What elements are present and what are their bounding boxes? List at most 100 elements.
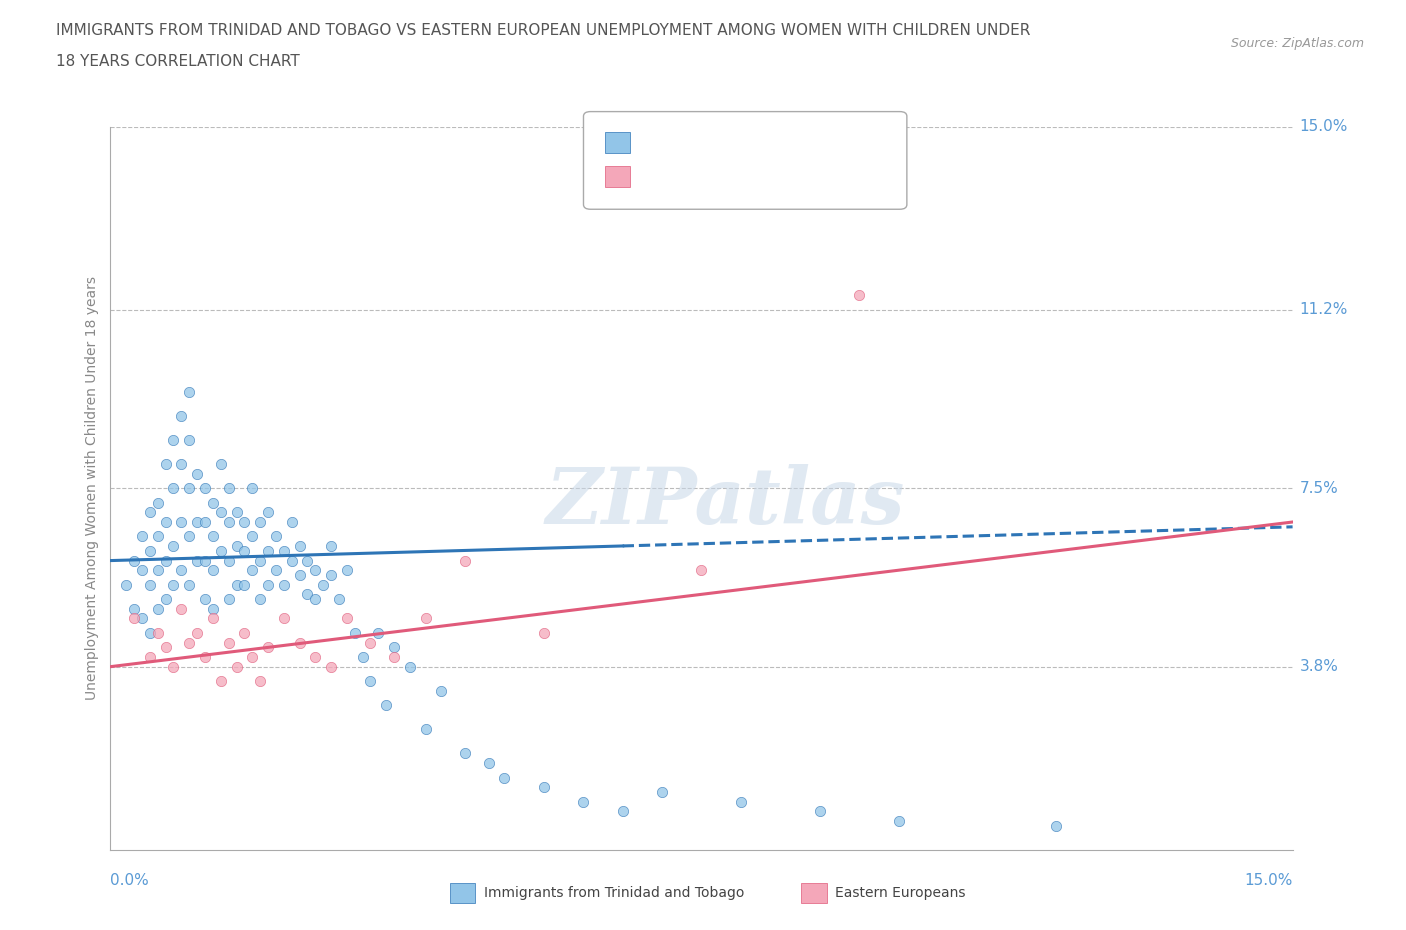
Point: [194, 649, 217, 664]
Point: [808, 804, 831, 818]
Point: [170, 457, 193, 472]
Text: Eastern Europeans: Eastern Europeans: [835, 885, 966, 900]
Point: [454, 746, 477, 761]
Point: [146, 626, 169, 641]
Point: [572, 794, 595, 809]
Point: [218, 635, 240, 650]
Point: [533, 626, 555, 641]
Point: [146, 602, 169, 617]
Point: [430, 684, 453, 698]
Point: [186, 553, 208, 568]
Point: [249, 514, 271, 529]
Point: [186, 466, 208, 481]
Point: [225, 578, 247, 592]
Text: 0.128: 0.128: [686, 169, 730, 184]
Point: [170, 602, 193, 617]
Point: [122, 602, 145, 617]
Point: [139, 543, 162, 558]
Point: [194, 591, 217, 606]
Point: [131, 563, 153, 578]
Point: [218, 481, 240, 496]
Point: [399, 659, 422, 674]
Point: [201, 496, 224, 511]
Point: [162, 481, 184, 496]
Point: [375, 698, 398, 712]
Point: [257, 578, 280, 592]
Text: 15.0%: 15.0%: [1244, 873, 1292, 888]
Point: [131, 611, 153, 626]
Point: [225, 505, 247, 520]
Point: [319, 659, 342, 674]
Point: [352, 649, 374, 664]
Point: [360, 673, 382, 688]
Text: 11.2%: 11.2%: [1299, 302, 1348, 317]
Point: [257, 543, 280, 558]
Point: [264, 563, 287, 578]
Point: [454, 553, 477, 568]
Point: [382, 640, 405, 655]
Point: [146, 563, 169, 578]
Point: [162, 659, 184, 674]
Point: [146, 529, 169, 544]
Point: [162, 578, 184, 592]
Point: [155, 553, 177, 568]
Point: [848, 288, 870, 303]
Point: [131, 529, 153, 544]
Point: [186, 514, 208, 529]
Text: Source: ZipAtlas.com: Source: ZipAtlas.com: [1230, 37, 1364, 50]
Point: [415, 722, 437, 737]
Point: [155, 640, 177, 655]
Point: [194, 481, 217, 496]
Point: [297, 587, 319, 602]
Point: [179, 481, 201, 496]
Point: [304, 563, 326, 578]
Point: [257, 640, 280, 655]
Point: [201, 611, 224, 626]
Point: [179, 384, 201, 399]
Point: [336, 563, 359, 578]
Text: ZIPatlas: ZIPatlas: [546, 464, 905, 541]
Point: [533, 779, 555, 794]
Point: [209, 505, 232, 520]
Y-axis label: Unemployment Among Women with Children Under 18 years: Unemployment Among Women with Children U…: [86, 276, 100, 700]
Point: [155, 457, 177, 472]
Point: [233, 543, 256, 558]
Point: [186, 626, 208, 641]
Point: [162, 538, 184, 553]
Text: N =: N =: [740, 169, 773, 184]
Point: [328, 591, 350, 606]
Point: [887, 814, 910, 829]
Text: 3.8%: 3.8%: [1299, 659, 1339, 674]
Point: [139, 626, 162, 641]
Point: [367, 626, 389, 641]
Point: [146, 496, 169, 511]
Point: [319, 538, 342, 553]
Point: [336, 611, 359, 626]
Point: [201, 563, 224, 578]
Point: [249, 553, 271, 568]
Point: [494, 770, 516, 785]
Point: [194, 514, 217, 529]
Text: 0.0%: 0.0%: [111, 873, 149, 888]
Point: [170, 408, 193, 423]
Point: [139, 578, 162, 592]
Point: [209, 543, 232, 558]
Point: [201, 602, 224, 617]
Point: [415, 611, 437, 626]
Point: [360, 635, 382, 650]
Point: [201, 529, 224, 544]
Point: [233, 578, 256, 592]
Point: [240, 563, 263, 578]
Point: [155, 514, 177, 529]
Point: [139, 649, 162, 664]
Point: [194, 553, 217, 568]
Point: [297, 553, 319, 568]
Point: [179, 635, 201, 650]
Text: Immigrants from Trinidad and Tobago: Immigrants from Trinidad and Tobago: [484, 885, 744, 900]
Point: [225, 659, 247, 674]
Point: [209, 457, 232, 472]
Point: [312, 578, 335, 592]
Point: [218, 514, 240, 529]
Point: [209, 673, 232, 688]
Point: [139, 505, 162, 520]
